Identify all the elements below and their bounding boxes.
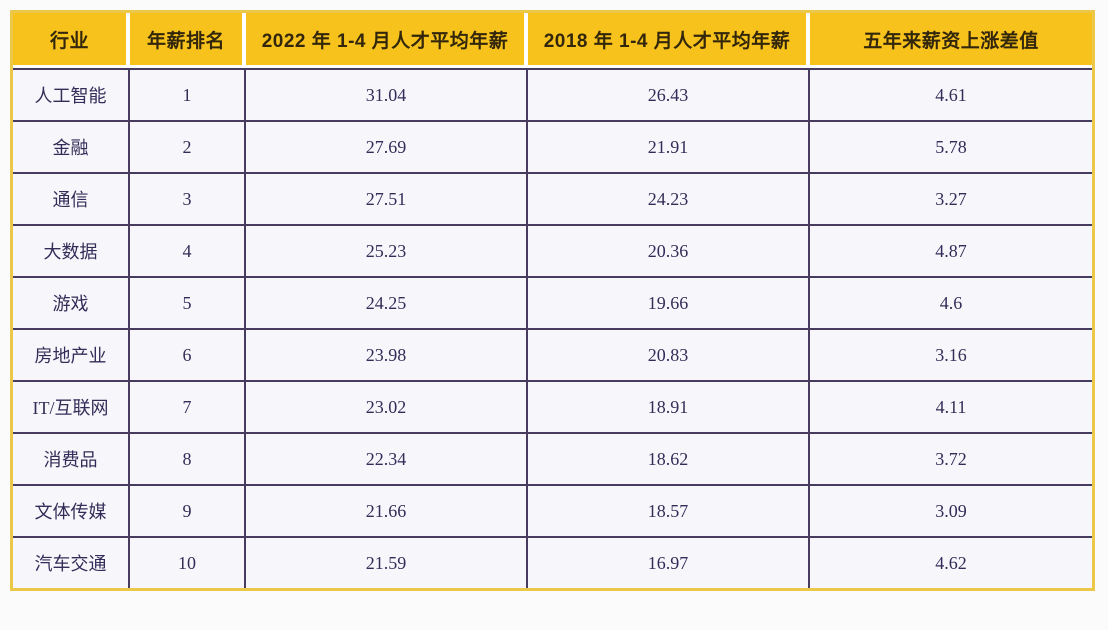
table-row: 通信 3 27.51 24.23 3.27 bbox=[13, 172, 1092, 224]
rank-cell: 3 bbox=[130, 172, 246, 224]
industry-cell: IT/互联网 bbox=[13, 380, 130, 432]
five-year-diff-cell: 3.72 bbox=[810, 432, 1092, 484]
table-row: 房地产业 6 23.98 20.83 3.16 bbox=[13, 328, 1092, 380]
industry-cell: 金融 bbox=[13, 120, 130, 172]
salary-table: 行业 年薪排名 2022 年 1-4 月人才平均年薪 2018 年 1-4 月人才平均… bbox=[13, 13, 1092, 588]
avg-salary-2018-cell: 24.23 bbox=[528, 172, 810, 224]
avg-salary-2022-cell: 21.66 bbox=[246, 484, 528, 536]
rank-cell: 2 bbox=[130, 120, 246, 172]
industry-cell: 大数据 bbox=[13, 224, 130, 276]
avg-salary-2022-cell: 25.23 bbox=[246, 224, 528, 276]
avg-salary-2018-cell: 18.62 bbox=[528, 432, 810, 484]
avg-salary-2018-cell: 16.97 bbox=[528, 536, 810, 588]
rank-cell: 10 bbox=[130, 536, 246, 588]
table-row: 大数据 4 25.23 20.36 4.87 bbox=[13, 224, 1092, 276]
table-row: 文体传媒 9 21.66 18.57 3.09 bbox=[13, 484, 1092, 536]
column-header-industry: 行业 bbox=[13, 13, 130, 68]
table-row: 汽车交通 10 21.59 16.97 4.62 bbox=[13, 536, 1092, 588]
column-header-avg-salary-2022: 2022 年 1-4 月人才平均年薪 bbox=[246, 13, 528, 68]
five-year-diff-cell: 3.16 bbox=[810, 328, 1092, 380]
table-row: 人工智能 1 31.04 26.43 4.61 bbox=[13, 68, 1092, 120]
header-row: 行业 年薪排名 2022 年 1-4 月人才平均年薪 2018 年 1-4 月人才平均… bbox=[13, 13, 1092, 68]
avg-salary-2022-cell: 31.04 bbox=[246, 68, 528, 120]
column-header-five-year-diff: 五年来薪资上涨差值 bbox=[810, 13, 1092, 68]
five-year-diff-cell: 4.87 bbox=[810, 224, 1092, 276]
five-year-diff-cell: 3.27 bbox=[810, 172, 1092, 224]
avg-salary-2022-cell: 23.02 bbox=[246, 380, 528, 432]
avg-salary-2018-cell: 18.91 bbox=[528, 380, 810, 432]
column-header-rank: 年薪排名 bbox=[130, 13, 246, 68]
rank-cell: 9 bbox=[130, 484, 246, 536]
avg-salary-2018-cell: 26.43 bbox=[528, 68, 810, 120]
avg-salary-2022-cell: 22.34 bbox=[246, 432, 528, 484]
rank-cell: 6 bbox=[130, 328, 246, 380]
table-row: 金融 2 27.69 21.91 5.78 bbox=[13, 120, 1092, 172]
industry-cell: 通信 bbox=[13, 172, 130, 224]
rank-cell: 4 bbox=[130, 224, 246, 276]
five-year-diff-cell: 5.78 bbox=[810, 120, 1092, 172]
industry-cell: 房地产业 bbox=[13, 328, 130, 380]
rank-cell: 8 bbox=[130, 432, 246, 484]
avg-salary-2018-cell: 20.83 bbox=[528, 328, 810, 380]
industry-cell: 游戏 bbox=[13, 276, 130, 328]
salary-table-container: 行业 年薪排名 2022 年 1-4 月人才平均年薪 2018 年 1-4 月人才平均… bbox=[10, 10, 1095, 591]
rank-cell: 5 bbox=[130, 276, 246, 328]
industry-cell: 人工智能 bbox=[13, 68, 130, 120]
five-year-diff-cell: 4.6 bbox=[810, 276, 1092, 328]
five-year-diff-cell: 4.11 bbox=[810, 380, 1092, 432]
table-header-row: 行业 年薪排名 2022 年 1-4 月人才平均年薪 2018 年 1-4 月人才平均… bbox=[13, 13, 1092, 68]
avg-salary-2018-cell: 21.91 bbox=[528, 120, 810, 172]
avg-salary-2022-cell: 27.69 bbox=[246, 120, 528, 172]
table-body: 人工智能 1 31.04 26.43 4.61 金融 2 27.69 21.91 5.78 通信 3 2… bbox=[13, 68, 1092, 588]
avg-salary-2022-cell: 27.51 bbox=[246, 172, 528, 224]
five-year-diff-cell: 4.62 bbox=[810, 536, 1092, 588]
avg-salary-2018-cell: 20.36 bbox=[528, 224, 810, 276]
rank-cell: 1 bbox=[130, 68, 246, 120]
five-year-diff-cell: 3.09 bbox=[810, 484, 1092, 536]
avg-salary-2022-cell: 21.59 bbox=[246, 536, 528, 588]
industry-cell: 汽车交通 bbox=[13, 536, 130, 588]
table-row: IT/互联网 7 23.02 18.91 4.11 bbox=[13, 380, 1092, 432]
rank-cell: 7 bbox=[130, 380, 246, 432]
avg-salary-2018-cell: 18.57 bbox=[528, 484, 810, 536]
five-year-diff-cell: 4.61 bbox=[810, 68, 1092, 120]
table-row: 消费品 8 22.34 18.62 3.72 bbox=[13, 432, 1092, 484]
avg-salary-2022-cell: 24.25 bbox=[246, 276, 528, 328]
table-row: 游戏 5 24.25 19.66 4.6 bbox=[13, 276, 1092, 328]
avg-salary-2018-cell: 19.66 bbox=[528, 276, 810, 328]
industry-cell: 文体传媒 bbox=[13, 484, 130, 536]
avg-salary-2022-cell: 23.98 bbox=[246, 328, 528, 380]
column-header-avg-salary-2018: 2018 年 1-4 月人才平均年薪 bbox=[528, 13, 810, 68]
industry-cell: 消费品 bbox=[13, 432, 130, 484]
